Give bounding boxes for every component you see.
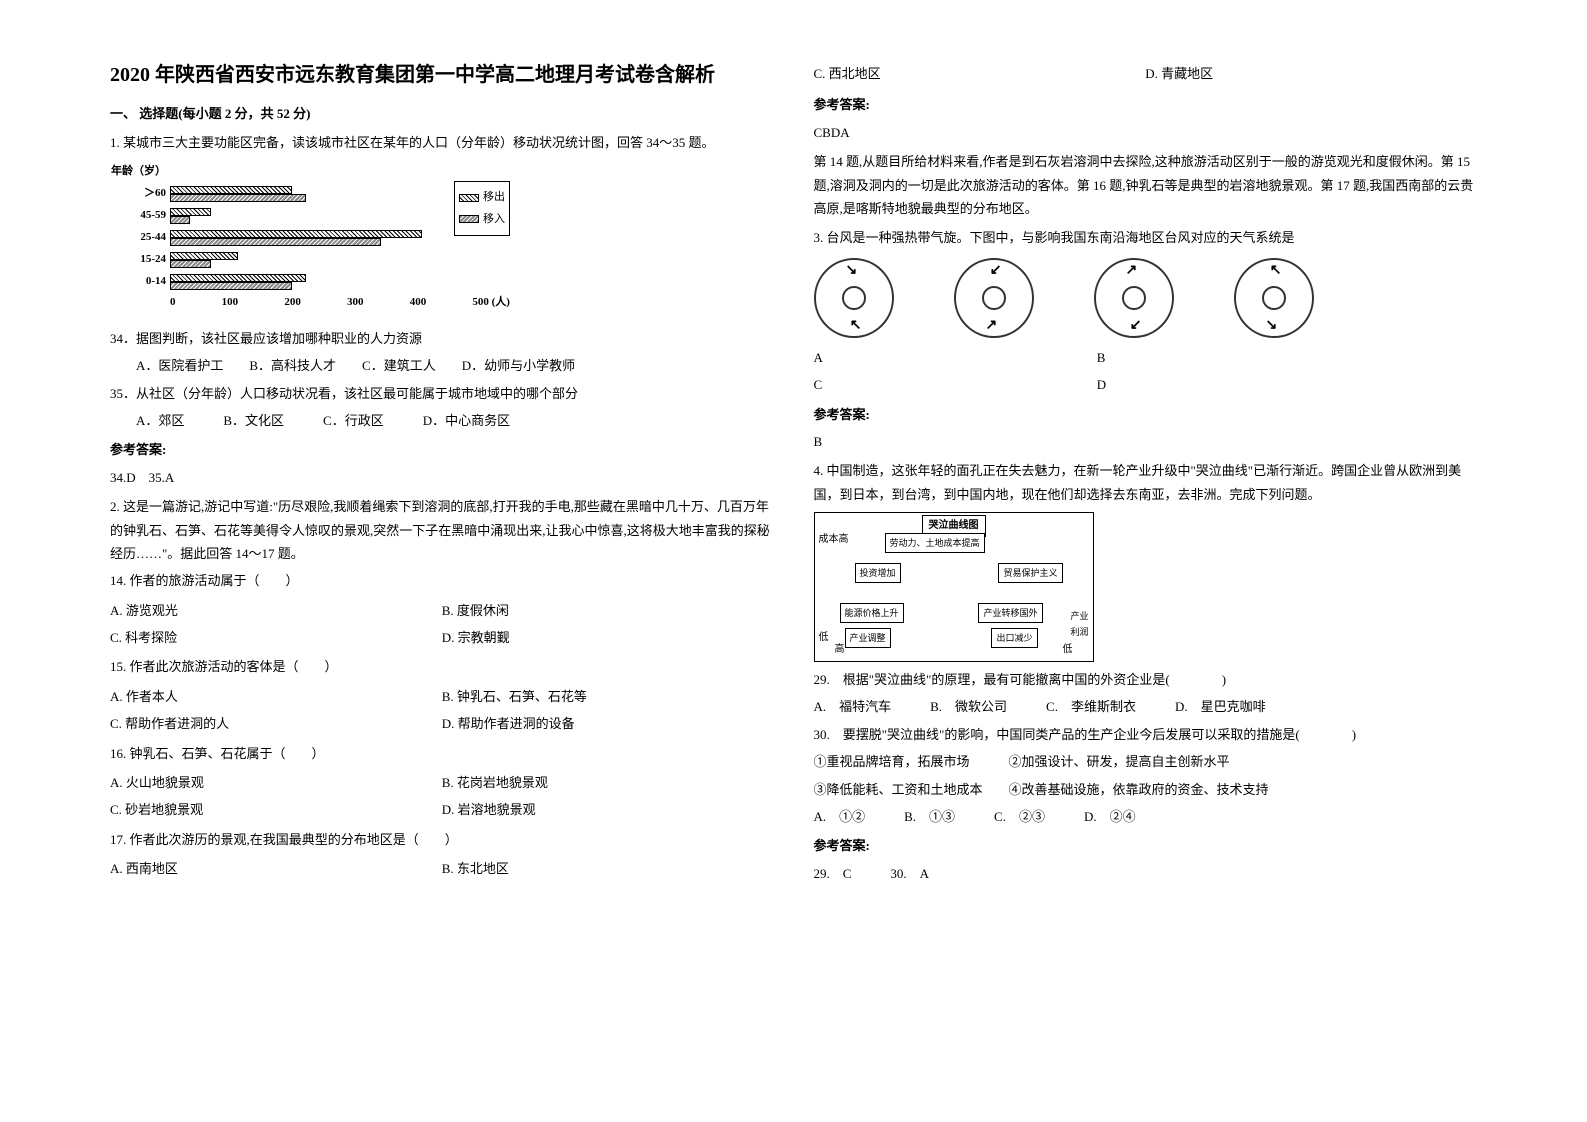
q2-explain: 第 14 题,从题目所给材料来看,作者是到石灰岩溶洞中去探险,这种旅游活动区别于…	[814, 150, 1478, 220]
side-right: 产业利润	[1071, 608, 1091, 640]
cyclone-a-icon: ↘↖	[814, 258, 894, 338]
box-l2: 能源价格上升	[840, 603, 904, 623]
right-column: C. 西北地区D. 青藏地区 参考答案: CBDA 第 14 题,从题目所给材料…	[794, 60, 1498, 1062]
chart-legend: 移出 移入	[454, 181, 510, 237]
age-cat-0: ＞60	[110, 184, 170, 204]
q2-16-opts: A. 火山地貌景观B. 花岗岩地貌景观 C. 砂岩地貌景观D. 岩溶地貌景观	[110, 769, 774, 824]
q17b: B. 东北地区	[442, 857, 774, 880]
x-left: 高	[835, 641, 845, 659]
q1-sub34-opts: A．医院看护工 B．高科技人才 C．建筑工人 D．幼师与小学教师	[110, 354, 774, 377]
q16b: B. 花岗岩地貌景观	[442, 771, 774, 794]
xtick-5: 500 (人)	[472, 293, 510, 313]
q1-answer-label: 参考答案:	[110, 438, 774, 461]
y-bot: 低	[819, 629, 829, 647]
q3-answer-label: 参考答案:	[814, 403, 1478, 426]
q4-stem: 4. 中国制造，这张年轻的面孔正在失去魅力，在新一轮产业升级中"哭泣曲线"已渐行…	[814, 459, 1478, 506]
q3-labels-ab: A B	[814, 346, 1478, 369]
q14b: B. 度假休闲	[442, 599, 774, 622]
box-r1: 贸易保护主义	[998, 563, 1062, 583]
q15b: B. 钟乳石、石笋、石花等	[442, 685, 774, 708]
cyclone-c-icon: ↗↙	[1094, 258, 1174, 338]
q16a: A. 火山地貌景观	[110, 771, 442, 794]
cyclone-d-icon: ↖↘	[1234, 258, 1314, 338]
cyclone-b-icon: ↙↗	[954, 258, 1034, 338]
q3-b: B	[1097, 350, 1106, 365]
q1-sub35: 35．从社区（分年龄）人口移动状况看，该社区最可能属于城市地域中的哪个部分	[110, 382, 774, 405]
xtick-0: 0	[170, 293, 176, 313]
q3-a: A	[814, 346, 1094, 369]
q4-30-opts: A. ①② B. ①③ C. ②③ D. ②④	[814, 805, 1478, 828]
q2-answer-label: 参考答案:	[814, 93, 1478, 116]
exam-title: 2020 年陕西省西安市远东教育集团第一中学高二地理月考试卷含解析	[110, 60, 774, 90]
xtick-1: 100	[222, 293, 239, 313]
crying-curve-chart: 哭泣曲线图 成本高 低 高 低 劳动力、土地成本提高 投资增加 贸易保护主义 能…	[814, 512, 1094, 662]
q4-answer-label: 参考答案:	[814, 834, 1478, 857]
q14c: C. 科考探险	[110, 626, 442, 649]
section-1-header: 一、 选择题(每小题 2 分，共 52 分)	[110, 102, 774, 125]
q15a: A. 作者本人	[110, 685, 442, 708]
xtick-2: 200	[284, 293, 301, 313]
q3-answer: B	[814, 430, 1478, 453]
q15c: C. 帮助作者进洞的人	[110, 712, 442, 735]
box-r2: 产业转移国外	[978, 603, 1042, 623]
age-cat-1: 45-59	[110, 206, 170, 226]
q2-14: 14. 作者的旅游活动属于（ ）	[110, 569, 774, 592]
box-top: 劳动力、土地成本提高	[885, 533, 985, 553]
q2-15: 15. 作者此次旅游活动的客体是（ ）	[110, 655, 774, 678]
xtick-3: 300	[347, 293, 364, 313]
q2-16: 16. 钟乳石、石笋、石花属于（ ）	[110, 742, 774, 765]
q14d: D. 宗教朝觐	[442, 626, 774, 649]
q3-d: D	[1097, 377, 1106, 392]
q1-answer: 34.D 35.A	[110, 466, 774, 489]
q3-labels-cd: C D	[814, 373, 1478, 396]
q4-29-opts: A. 福特汽车 B. 微软公司 C. 李维斯制衣 D. 星巴克咖啡	[814, 695, 1478, 718]
q4-30-1: ①重视品牌培育，拓展市场 ②加强设计、研发，提高自主创新水平	[814, 750, 1478, 773]
q2-17-opts-cont: C. 西北地区D. 青藏地区	[814, 60, 1478, 87]
box-l3: 产业调整	[845, 628, 891, 648]
q2-answer: CBDA	[814, 121, 1478, 144]
q17c: C. 西北地区	[814, 62, 1146, 85]
q3-c: C	[814, 373, 1094, 396]
q2-15-opts: A. 作者本人B. 钟乳石、石笋、石花等 C. 帮助作者进洞的人D. 帮助作者进…	[110, 683, 774, 738]
box-r3: 出口减少	[991, 628, 1037, 648]
q1-sub34: 34．据图判断，该社区最应该增加哪种职业的人力资源	[110, 327, 774, 350]
x-right: 低	[1063, 641, 1073, 659]
q15d: D. 帮助作者进洞的设备	[442, 712, 774, 735]
q16c: C. 砂岩地貌景观	[110, 798, 442, 821]
q17d: D. 青藏地区	[1145, 62, 1477, 85]
q2-14-opts: A. 游览观光B. 度假休闲 C. 科考探险D. 宗教朝觐	[110, 597, 774, 652]
legend-in: 移入	[483, 210, 505, 230]
q1-stem: 1. 某城市三大主要功能区完备，读该城市社区在某年的人口（分年龄）移动状况统计图…	[110, 131, 774, 154]
q4-answer: 29. C 30. A	[814, 862, 1478, 885]
cyclone-diagrams: ↘↖ ↙↗ ↗↙ ↖↘	[814, 258, 1478, 338]
age-cat-3: 15-24	[110, 250, 170, 270]
q1-sub35-opts: A．郊区 B．文化区 C．行政区 D．中心商务区	[110, 409, 774, 432]
box-l1: 投资增加	[855, 563, 901, 583]
y-top: 成本高	[819, 531, 849, 549]
q4-30: 30. 要摆脱"哭泣曲线"的影响，中国同类产品的生产企业今后发展可以采取的措施是…	[814, 723, 1478, 746]
q16d: D. 岩溶地貌景观	[442, 798, 774, 821]
q3-stem: 3. 台风是一种强热带气旋。下图中，与影响我国东南沿海地区台风对应的天气系统是	[814, 226, 1478, 249]
population-bar-chart: 年龄（岁） ＞60 45-59 25-44 15-24 0-14 0 100 2…	[110, 161, 510, 321]
q2-17: 17. 作者此次游历的景观,在我国最典型的分布地区是（ ）	[110, 828, 774, 851]
q2-17-opts: A. 西南地区B. 东北地区	[110, 855, 774, 882]
chart-y-title: 年龄（岁）	[110, 162, 170, 182]
age-cat-4: 0-14	[110, 272, 170, 292]
age-cat-2: 25-44	[110, 228, 170, 248]
q4-29: 29. 根据"哭泣曲线"的原理，最有可能撤离中国的外资企业是( )	[814, 668, 1478, 691]
left-column: 2020 年陕西省西安市远东教育集团第一中学高二地理月考试卷含解析 一、 选择题…	[90, 60, 794, 1062]
q17a: A. 西南地区	[110, 857, 442, 880]
legend-out: 移出	[483, 188, 505, 208]
q2-stem: 2. 这是一篇游记,游记中写道:"历尽艰险,我顺着绳索下到溶洞的底部,打开我的手…	[110, 495, 774, 565]
q4-30-2: ③降低能耗、工资和土地成本 ④改善基础设施，依靠政府的资金、技术支持	[814, 778, 1478, 801]
xtick-4: 400	[410, 293, 427, 313]
q14a: A. 游览观光	[110, 599, 442, 622]
